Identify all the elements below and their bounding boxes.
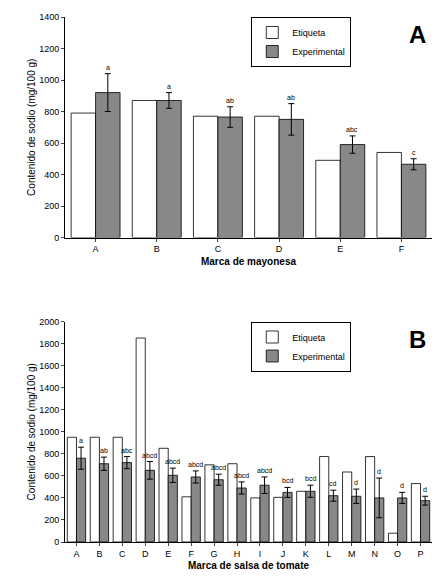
svg-text:P: P bbox=[418, 549, 424, 559]
svg-text:800: 800 bbox=[44, 449, 59, 459]
svg-text:200: 200 bbox=[44, 201, 59, 211]
svg-text:B: B bbox=[154, 244, 160, 254]
svg-text:abc: abc bbox=[121, 447, 133, 454]
svg-text:ab: ab bbox=[100, 447, 108, 454]
svg-text:bcd: bcd bbox=[305, 475, 316, 482]
svg-text:L: L bbox=[326, 549, 331, 559]
svg-text:1200: 1200 bbox=[39, 405, 59, 415]
svg-text:A: A bbox=[93, 244, 99, 254]
svg-text:1600: 1600 bbox=[39, 361, 59, 371]
svg-text:1200: 1200 bbox=[39, 44, 59, 54]
svg-text:B: B bbox=[409, 326, 426, 353]
svg-text:Experimental: Experimental bbox=[292, 47, 345, 57]
svg-text:a: a bbox=[167, 83, 171, 90]
svg-text:a: a bbox=[79, 437, 83, 444]
svg-text:bcd: bcd bbox=[282, 477, 293, 484]
svg-text:d: d bbox=[400, 482, 404, 489]
svg-text:1000: 1000 bbox=[39, 427, 59, 437]
svg-text:cd: cd bbox=[329, 480, 337, 487]
svg-text:D: D bbox=[142, 549, 149, 559]
svg-text:800: 800 bbox=[44, 107, 59, 117]
svg-text:ab: ab bbox=[287, 94, 295, 101]
svg-text:0: 0 bbox=[54, 233, 59, 243]
svg-text:A: A bbox=[409, 21, 426, 48]
svg-text:Contenido de sodio (mg/100 g): Contenido de sodio (mg/100 g) bbox=[26, 59, 37, 196]
svg-text:abcd: abcd bbox=[234, 472, 249, 479]
svg-text:1000: 1000 bbox=[39, 75, 59, 85]
svg-text:400: 400 bbox=[44, 493, 59, 503]
svg-text:1400: 1400 bbox=[39, 12, 59, 22]
svg-text:Experimental: Experimental bbox=[292, 352, 345, 362]
svg-text:400: 400 bbox=[44, 170, 59, 180]
svg-text:200: 200 bbox=[44, 515, 59, 525]
svg-text:0: 0 bbox=[54, 537, 59, 547]
svg-text:K: K bbox=[303, 549, 309, 559]
svg-text:abcd: abcd bbox=[165, 458, 180, 465]
svg-text:600: 600 bbox=[44, 138, 59, 148]
svg-text:B: B bbox=[96, 549, 102, 559]
svg-text:E: E bbox=[165, 549, 171, 559]
svg-text:G: G bbox=[211, 549, 218, 559]
svg-text:abc: abc bbox=[346, 126, 358, 133]
svg-text:M: M bbox=[348, 549, 356, 559]
svg-text:N: N bbox=[371, 549, 378, 559]
svg-text:600: 600 bbox=[44, 471, 59, 481]
svg-text:a: a bbox=[106, 64, 110, 71]
svg-text:c: c bbox=[412, 149, 416, 156]
svg-text:Etiqueta: Etiqueta bbox=[292, 333, 325, 343]
svg-text:d: d bbox=[423, 486, 427, 493]
svg-text:F: F bbox=[188, 549, 194, 559]
svg-text:Marca de mayonesa: Marca de mayonesa bbox=[201, 256, 296, 267]
svg-text:D: D bbox=[276, 244, 283, 254]
svg-text:Contenido de sodio (mg/100 g): Contenido de sodio (mg/100 g) bbox=[26, 363, 37, 500]
svg-text:A: A bbox=[73, 549, 79, 559]
svg-text:abcd: abcd bbox=[142, 452, 157, 459]
svg-text:abcd: abcd bbox=[257, 467, 272, 474]
svg-text:Etiqueta: Etiqueta bbox=[292, 28, 325, 38]
svg-text:H: H bbox=[234, 549, 241, 559]
svg-text:2000: 2000 bbox=[39, 317, 59, 327]
svg-text:O: O bbox=[394, 549, 401, 559]
svg-text:E: E bbox=[337, 244, 343, 254]
svg-text:1800: 1800 bbox=[39, 339, 59, 349]
svg-text:J: J bbox=[281, 549, 286, 559]
svg-text:F: F bbox=[399, 244, 405, 254]
svg-text:abcd: abcd bbox=[188, 461, 203, 468]
svg-text:C: C bbox=[119, 549, 126, 559]
svg-text:C: C bbox=[215, 244, 222, 254]
svg-text:d: d bbox=[377, 468, 381, 475]
svg-text:abcd: abcd bbox=[211, 464, 226, 471]
svg-text:Marca de salsa de tomate: Marca de salsa de tomate bbox=[188, 560, 310, 571]
svg-text:I: I bbox=[259, 549, 262, 559]
svg-text:ab: ab bbox=[226, 97, 234, 104]
svg-text:d: d bbox=[354, 479, 358, 486]
svg-text:1400: 1400 bbox=[39, 383, 59, 393]
